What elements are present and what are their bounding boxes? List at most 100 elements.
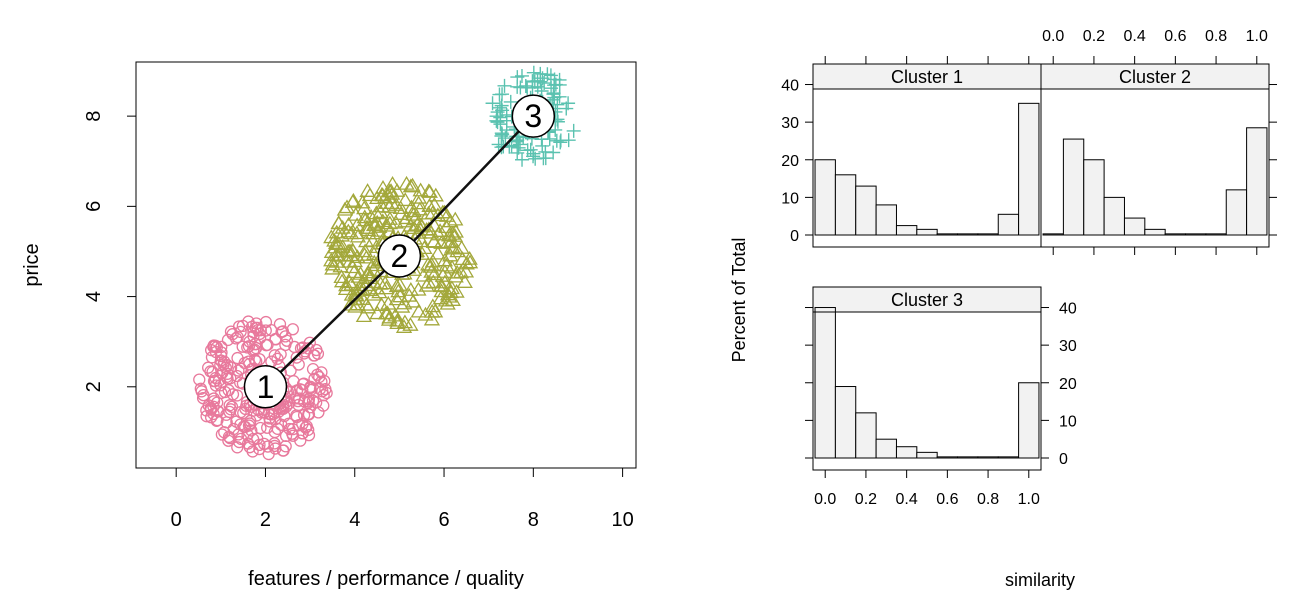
scatter-point <box>423 263 440 278</box>
scatter-point <box>401 287 418 302</box>
scatter-point <box>297 408 311 422</box>
scatter-point <box>320 386 333 400</box>
hist-x-tick-label: 1.0 <box>1246 28 1268 45</box>
cluster-center-marker <box>511 94 556 138</box>
scatter-point <box>355 308 373 323</box>
scatter-point <box>207 374 221 388</box>
scatter-point <box>429 207 447 222</box>
scatter-point <box>308 349 321 362</box>
hist-y-tick-label: 20 <box>781 153 799 170</box>
scatter-point <box>444 238 461 253</box>
scatter-point <box>273 318 287 331</box>
cluster-center-label: 2 <box>390 238 408 274</box>
histogram-bar <box>1185 233 1207 236</box>
scatter-point <box>337 281 355 296</box>
histogram-axes: 0 10 20 30 40 0 10 20 30 40 0.0 0.2 0.4 0.6 0.8 1.0 0.0 0… <box>781 28 1277 508</box>
histogram-bar <box>957 233 979 236</box>
scatter-point <box>418 221 435 236</box>
scatter-point <box>288 340 301 354</box>
scatter-point <box>382 183 400 197</box>
scatter-point <box>520 143 535 158</box>
histogram-x-axis-label: similarity <box>1005 570 1075 590</box>
scatter-point <box>398 175 415 190</box>
scatter-point <box>323 229 340 244</box>
scatter-point <box>302 428 316 442</box>
scatter-point <box>503 94 518 109</box>
scatter-point <box>301 342 315 355</box>
scatter-point <box>341 253 358 268</box>
cluster-center-marker <box>243 365 288 409</box>
scatter-point <box>515 152 530 167</box>
scatter-point <box>379 217 396 232</box>
scatter-point <box>449 243 466 258</box>
hist-x-tick-label: 0.4 <box>896 491 918 508</box>
scatter-point <box>357 233 375 248</box>
scatter-point <box>436 252 454 267</box>
scatter-point <box>489 109 504 124</box>
scatter-point <box>220 408 233 421</box>
scatter-point <box>288 392 301 405</box>
scatter-point <box>241 341 254 354</box>
histogram-bar <box>1083 159 1105 236</box>
scatter-point <box>277 400 290 413</box>
scatter-point <box>491 137 506 152</box>
x-tick-label: 8 <box>528 509 539 531</box>
scatter-y-axis: 2 4 6 8 <box>83 111 137 392</box>
scatter-point <box>207 339 220 352</box>
scatter-point <box>397 192 414 207</box>
histogram-bar <box>814 307 836 459</box>
y-tick-label: 4 <box>83 291 105 302</box>
scatter-point <box>268 349 281 362</box>
panel-strip-label: Cluster 1 <box>891 67 963 87</box>
scatter-point <box>446 228 464 242</box>
hist-y-tick-label: 30 <box>781 115 799 132</box>
scatter-point <box>336 201 354 216</box>
scatter-point <box>525 74 540 89</box>
histogram-bar <box>1103 196 1125 236</box>
scatter-point <box>313 370 326 384</box>
histogram-bar <box>1225 189 1248 236</box>
scatter-point <box>221 367 234 380</box>
hist-y-tick-label: 40 <box>781 78 799 95</box>
scatter-point <box>431 223 449 237</box>
scatter-point <box>306 363 320 376</box>
scatter-point <box>438 219 455 233</box>
scatter-point <box>497 78 512 93</box>
scatter-point <box>437 292 455 307</box>
scatter-point <box>354 194 371 209</box>
hist-x-tick-label: 0.2 <box>855 491 877 508</box>
scatter-point <box>402 178 419 193</box>
scatter-point <box>323 244 341 258</box>
scatter-point <box>526 65 541 80</box>
histogram-bar <box>977 456 999 459</box>
cluster-center-label: 3 <box>524 98 542 134</box>
histogram-bar <box>977 233 999 236</box>
scatter-point <box>302 408 316 421</box>
hist-y-tick-label: 40 <box>1059 301 1077 318</box>
histogram-bar <box>916 228 938 236</box>
scatter-point <box>356 247 373 261</box>
x-tick-label: 10 <box>611 509 633 531</box>
scatter-point <box>513 80 528 95</box>
scatter-point <box>294 434 307 447</box>
scatter-point <box>245 320 259 333</box>
scatter-point <box>410 303 427 318</box>
histogram-panel-group: Cluster 1 Cluster 2 Cluster 3 <box>812 63 1270 471</box>
scatter-point <box>333 269 350 284</box>
panel-strip <box>1040 63 1270 90</box>
hist-y-tick-label: 30 <box>1059 338 1077 355</box>
scatter-point <box>447 268 464 283</box>
histogram-bar <box>875 438 897 459</box>
x-tick-label: 6 <box>438 509 449 531</box>
scatter-point <box>303 336 316 349</box>
scatter-point <box>426 266 443 281</box>
hist-x-tick-label: 0.4 <box>1124 28 1146 45</box>
histogram-bar <box>834 386 857 459</box>
histogram-y-axis-label: Percent of Total <box>729 238 749 363</box>
scatter-point <box>340 223 357 238</box>
scatter-point <box>215 428 229 441</box>
histogram-bar <box>1018 102 1040 236</box>
scatter-point <box>327 239 344 254</box>
histogram-bar <box>997 456 1020 459</box>
histogram-panel-3: Cluster 3 <box>812 286 1042 471</box>
